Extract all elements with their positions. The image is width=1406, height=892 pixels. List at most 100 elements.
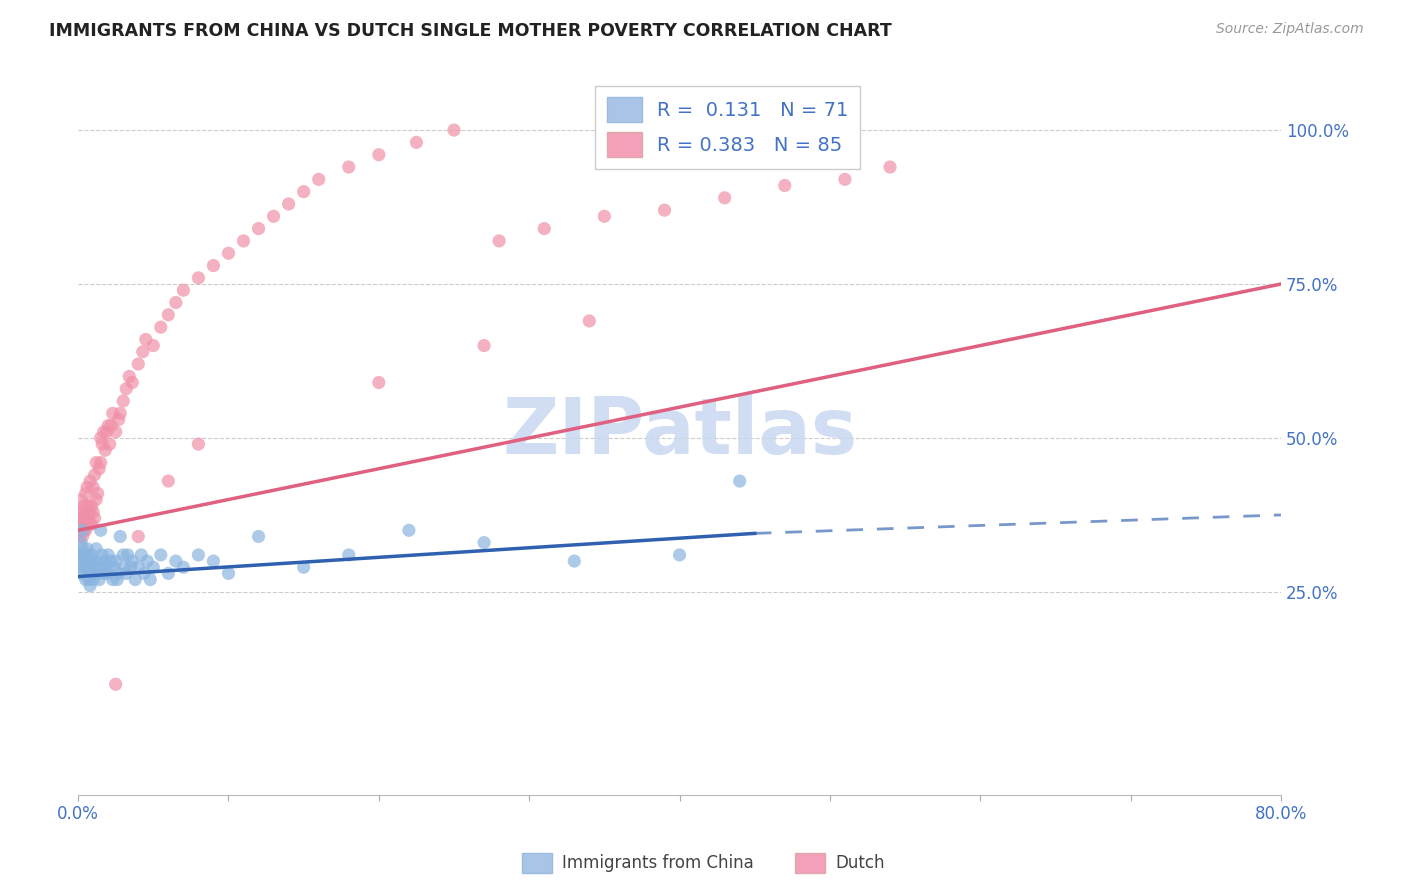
Point	[135, 333, 157, 347]
Point	[728, 474, 751, 488]
Point	[73, 560, 96, 574]
Point	[121, 554, 143, 568]
Point	[90, 431, 112, 445]
Point	[367, 147, 389, 161]
Point	[104, 425, 127, 439]
Point	[84, 566, 107, 581]
Point	[157, 474, 180, 488]
Point	[73, 499, 96, 513]
Point	[80, 517, 103, 532]
Point	[82, 554, 104, 568]
Point	[142, 560, 165, 574]
Point	[96, 560, 118, 574]
Point	[105, 573, 128, 587]
Point	[104, 554, 127, 568]
Point	[103, 560, 125, 574]
Point	[115, 566, 138, 581]
Point	[79, 560, 101, 574]
Point	[187, 437, 209, 451]
Point	[578, 314, 600, 328]
Point	[127, 529, 149, 543]
Text: Source: ZipAtlas.com: Source: ZipAtlas.com	[1216, 22, 1364, 37]
Text: ZIPatlas: ZIPatlas	[502, 393, 858, 470]
Point	[114, 560, 136, 574]
Point	[668, 548, 690, 562]
Point	[97, 418, 120, 433]
Point	[90, 456, 112, 470]
Point	[76, 548, 98, 562]
Point	[488, 234, 510, 248]
Point	[98, 437, 121, 451]
Point	[136, 554, 159, 568]
Point	[91, 548, 114, 562]
Point	[75, 524, 97, 538]
Point	[70, 524, 93, 538]
Point	[76, 560, 98, 574]
Point	[93, 425, 115, 439]
Legend: Immigrants from China, Dutch: Immigrants from China, Dutch	[515, 847, 891, 880]
Point	[337, 160, 360, 174]
Point	[77, 554, 100, 568]
Point	[247, 221, 270, 235]
Point	[73, 524, 96, 538]
Point	[879, 160, 901, 174]
Point	[84, 456, 107, 470]
Point	[69, 548, 91, 562]
Point	[110, 406, 132, 420]
Point	[94, 443, 117, 458]
Point	[72, 505, 94, 519]
Point	[90, 560, 112, 574]
Point	[112, 394, 135, 409]
Point	[172, 560, 194, 574]
Point	[120, 560, 142, 574]
Text: IMMIGRANTS FROM CHINA VS DUTCH SINGLE MOTHER POVERTY CORRELATION CHART: IMMIGRANTS FROM CHINA VS DUTCH SINGLE MO…	[49, 22, 891, 40]
Point	[127, 357, 149, 371]
Point	[70, 554, 93, 568]
Point	[157, 308, 180, 322]
Point	[217, 566, 239, 581]
Point	[83, 560, 105, 574]
Point	[69, 529, 91, 543]
Point	[79, 505, 101, 519]
Point	[157, 566, 180, 581]
Point	[69, 560, 91, 574]
Point	[132, 344, 155, 359]
Point	[472, 338, 495, 352]
Point	[73, 548, 96, 562]
Point	[70, 511, 93, 525]
Point	[69, 505, 91, 519]
Point	[107, 412, 129, 426]
Point	[247, 529, 270, 543]
Point	[97, 566, 120, 581]
Point	[82, 573, 104, 587]
Point	[80, 566, 103, 581]
Point	[72, 541, 94, 556]
Point	[76, 517, 98, 532]
Point	[773, 178, 796, 193]
Point	[337, 548, 360, 562]
Point	[83, 467, 105, 482]
Point	[367, 376, 389, 390]
Point	[70, 492, 93, 507]
Point	[124, 573, 146, 587]
Point	[117, 548, 139, 562]
Point	[118, 369, 141, 384]
Point	[100, 418, 122, 433]
Point	[101, 573, 124, 587]
Point	[172, 283, 194, 297]
Point	[713, 191, 735, 205]
Point	[90, 524, 112, 538]
Point	[217, 246, 239, 260]
Point	[70, 535, 93, 549]
Point	[100, 554, 122, 568]
Point	[86, 486, 108, 500]
Point	[89, 461, 111, 475]
Point	[165, 295, 187, 310]
Point	[75, 554, 97, 568]
Point	[72, 517, 94, 532]
Point	[93, 566, 115, 581]
Point	[79, 517, 101, 532]
Point	[89, 573, 111, 587]
Point	[149, 320, 172, 334]
Point	[472, 535, 495, 549]
